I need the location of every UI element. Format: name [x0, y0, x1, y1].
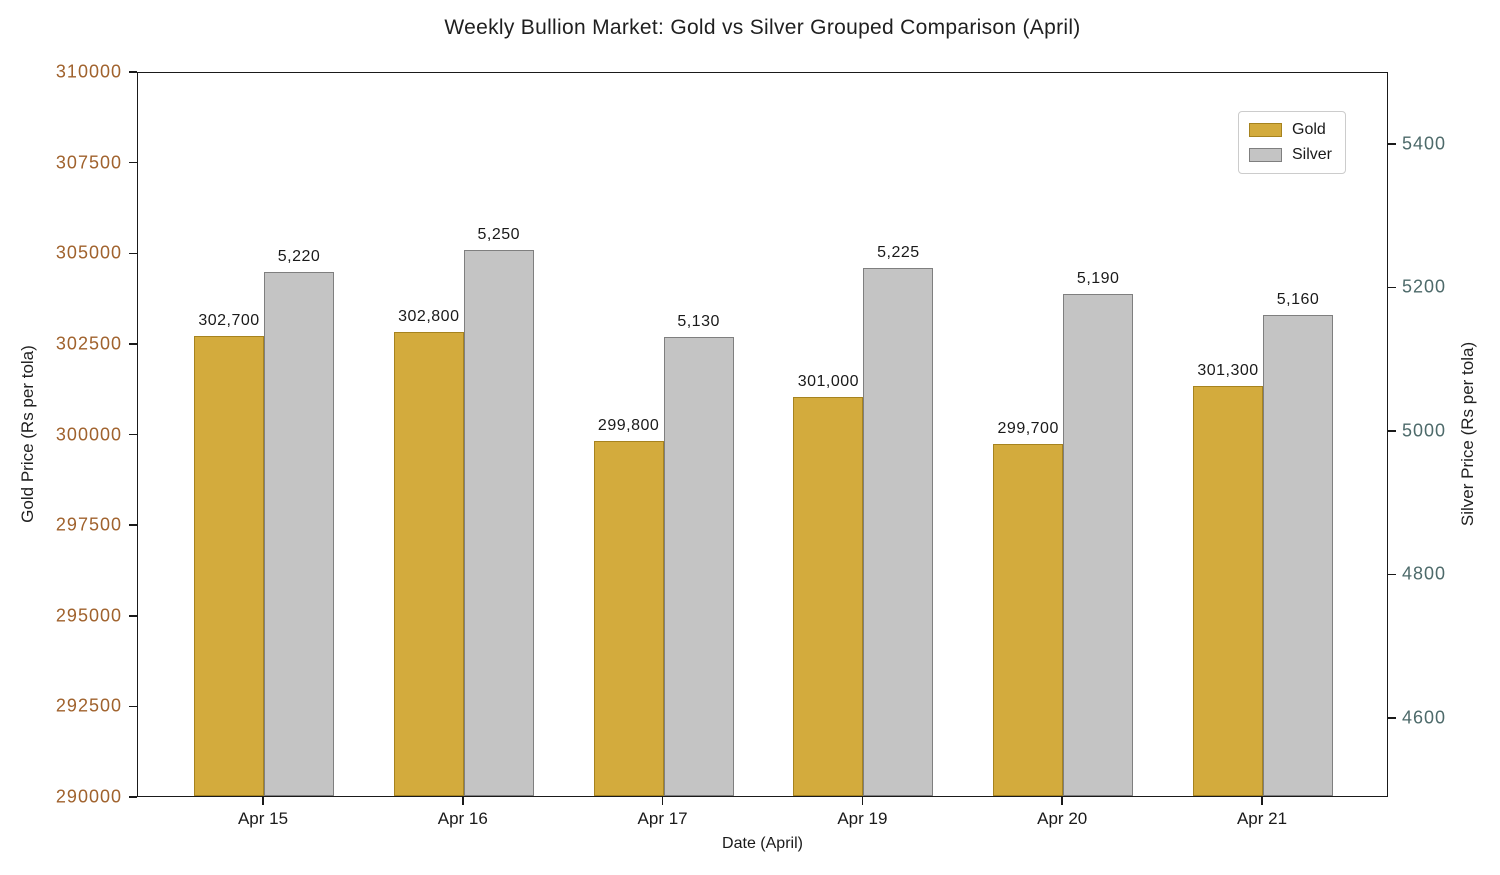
right-tick-mark	[1388, 430, 1396, 432]
legend-label-gold: Gold	[1292, 121, 1326, 138]
x-tick-mark	[861, 797, 864, 805]
left-tick-label: 300000	[55, 424, 122, 444]
gold-bar	[194, 335, 264, 796]
silver-bar	[863, 268, 934, 796]
x-tick-mark	[1261, 797, 1263, 805]
right-tick-label: 4600	[1402, 707, 1447, 728]
left-tick-label: 290000	[55, 786, 122, 807]
silver-bar-value-label: 5,220	[277, 248, 321, 265]
x-tick-label: Apr 17	[637, 809, 688, 828]
gold-bar-value-label: 302,700	[198, 311, 260, 329]
left-tick-mark	[129, 161, 137, 164]
x-tick-mark	[262, 797, 264, 805]
left-tick-label: 297500	[55, 514, 122, 535]
plot-area: 302,700 5,220 302,800 5,250 299,800 5,130 301,…	[137, 72, 1388, 797]
x-tick-label: Apr 20	[1037, 809, 1088, 828]
right-tick-label: 5400	[1402, 133, 1447, 154]
legend: Gold Silver	[1238, 111, 1347, 174]
right-tick-mark	[1388, 143, 1396, 145]
gold-bar-value-label: 301,000	[797, 373, 860, 391]
gold-bar	[1193, 386, 1263, 796]
right-tick-label: 5200	[1402, 276, 1447, 297]
x-tick-label: Apr 16	[437, 809, 488, 828]
left-tick-mark	[129, 705, 137, 708]
x-tick-label: Apr 19	[837, 809, 888, 828]
right-tick-mark	[1388, 286, 1396, 289]
left-tick-mark	[129, 615, 137, 617]
gold-bar	[993, 444, 1064, 796]
right-tick-mark	[1388, 573, 1396, 576]
left-tick-label: 310000	[55, 61, 122, 82]
x-tick-mark	[1061, 797, 1063, 805]
gold-bar-value-label: 301,300	[1197, 362, 1259, 380]
chart-title: Weekly Bullion Market: Gold vs Silver Gr…	[444, 16, 1081, 39]
gold-bar-value-label: 299,800	[597, 416, 660, 434]
silver-bar-value-label: 5,130	[677, 312, 720, 330]
silver-bar-value-label: 5,160	[1276, 291, 1320, 309]
right-tick-mark	[1388, 717, 1396, 719]
silver-bar	[1263, 315, 1333, 796]
x-tick-mark	[661, 797, 664, 805]
gold-swatch-icon	[1249, 123, 1282, 137]
silver-bar	[663, 336, 734, 796]
left-tick-label: 302500	[55, 333, 122, 354]
gold-bar-value-label: 299,700	[997, 420, 1059, 438]
gold-bar	[793, 397, 864, 796]
legend-item-silver: Silver	[1249, 146, 1332, 164]
gold-bar	[593, 440, 664, 796]
silver-bar	[1063, 293, 1134, 796]
silver-swatch-icon	[1249, 148, 1282, 162]
gold-bar-value-label: 302,800	[398, 308, 460, 325]
legend-label-silver: Silver	[1292, 146, 1333, 163]
left-tick-mark	[129, 433, 137, 436]
gold-bar	[393, 332, 464, 796]
right-tick-label: 4800	[1402, 563, 1447, 584]
left-tick-mark	[129, 343, 137, 345]
left-tick-mark	[129, 524, 137, 526]
silver-bar	[264, 272, 334, 796]
left-tick-label: 305000	[55, 242, 122, 263]
x-axis-title: Date (April)	[722, 835, 803, 852]
left-tick-mark	[129, 252, 137, 254]
left-tick-mark	[129, 71, 137, 73]
left-tick-label: 295000	[55, 605, 122, 626]
right-tick-label: 5000	[1402, 420, 1447, 441]
x-tick-mark	[462, 797, 464, 805]
left-tick-mark	[129, 796, 137, 798]
legend-item-gold: Gold	[1249, 121, 1332, 139]
silver-bar	[463, 250, 534, 796]
x-tick-label: Apr 15	[237, 809, 289, 828]
silver-bar-value-label: 5,250	[477, 226, 521, 244]
silver-bar-value-label: 5,225	[877, 244, 920, 262]
left-tick-label: 307500	[55, 152, 122, 173]
silver-bar-value-label: 5,190	[1076, 269, 1120, 287]
right-axis-title: Silver Price (Rs per tola)	[1458, 341, 1477, 527]
left-tick-label: 292500	[55, 695, 122, 716]
x-tick-label: Apr 21	[1236, 809, 1288, 828]
